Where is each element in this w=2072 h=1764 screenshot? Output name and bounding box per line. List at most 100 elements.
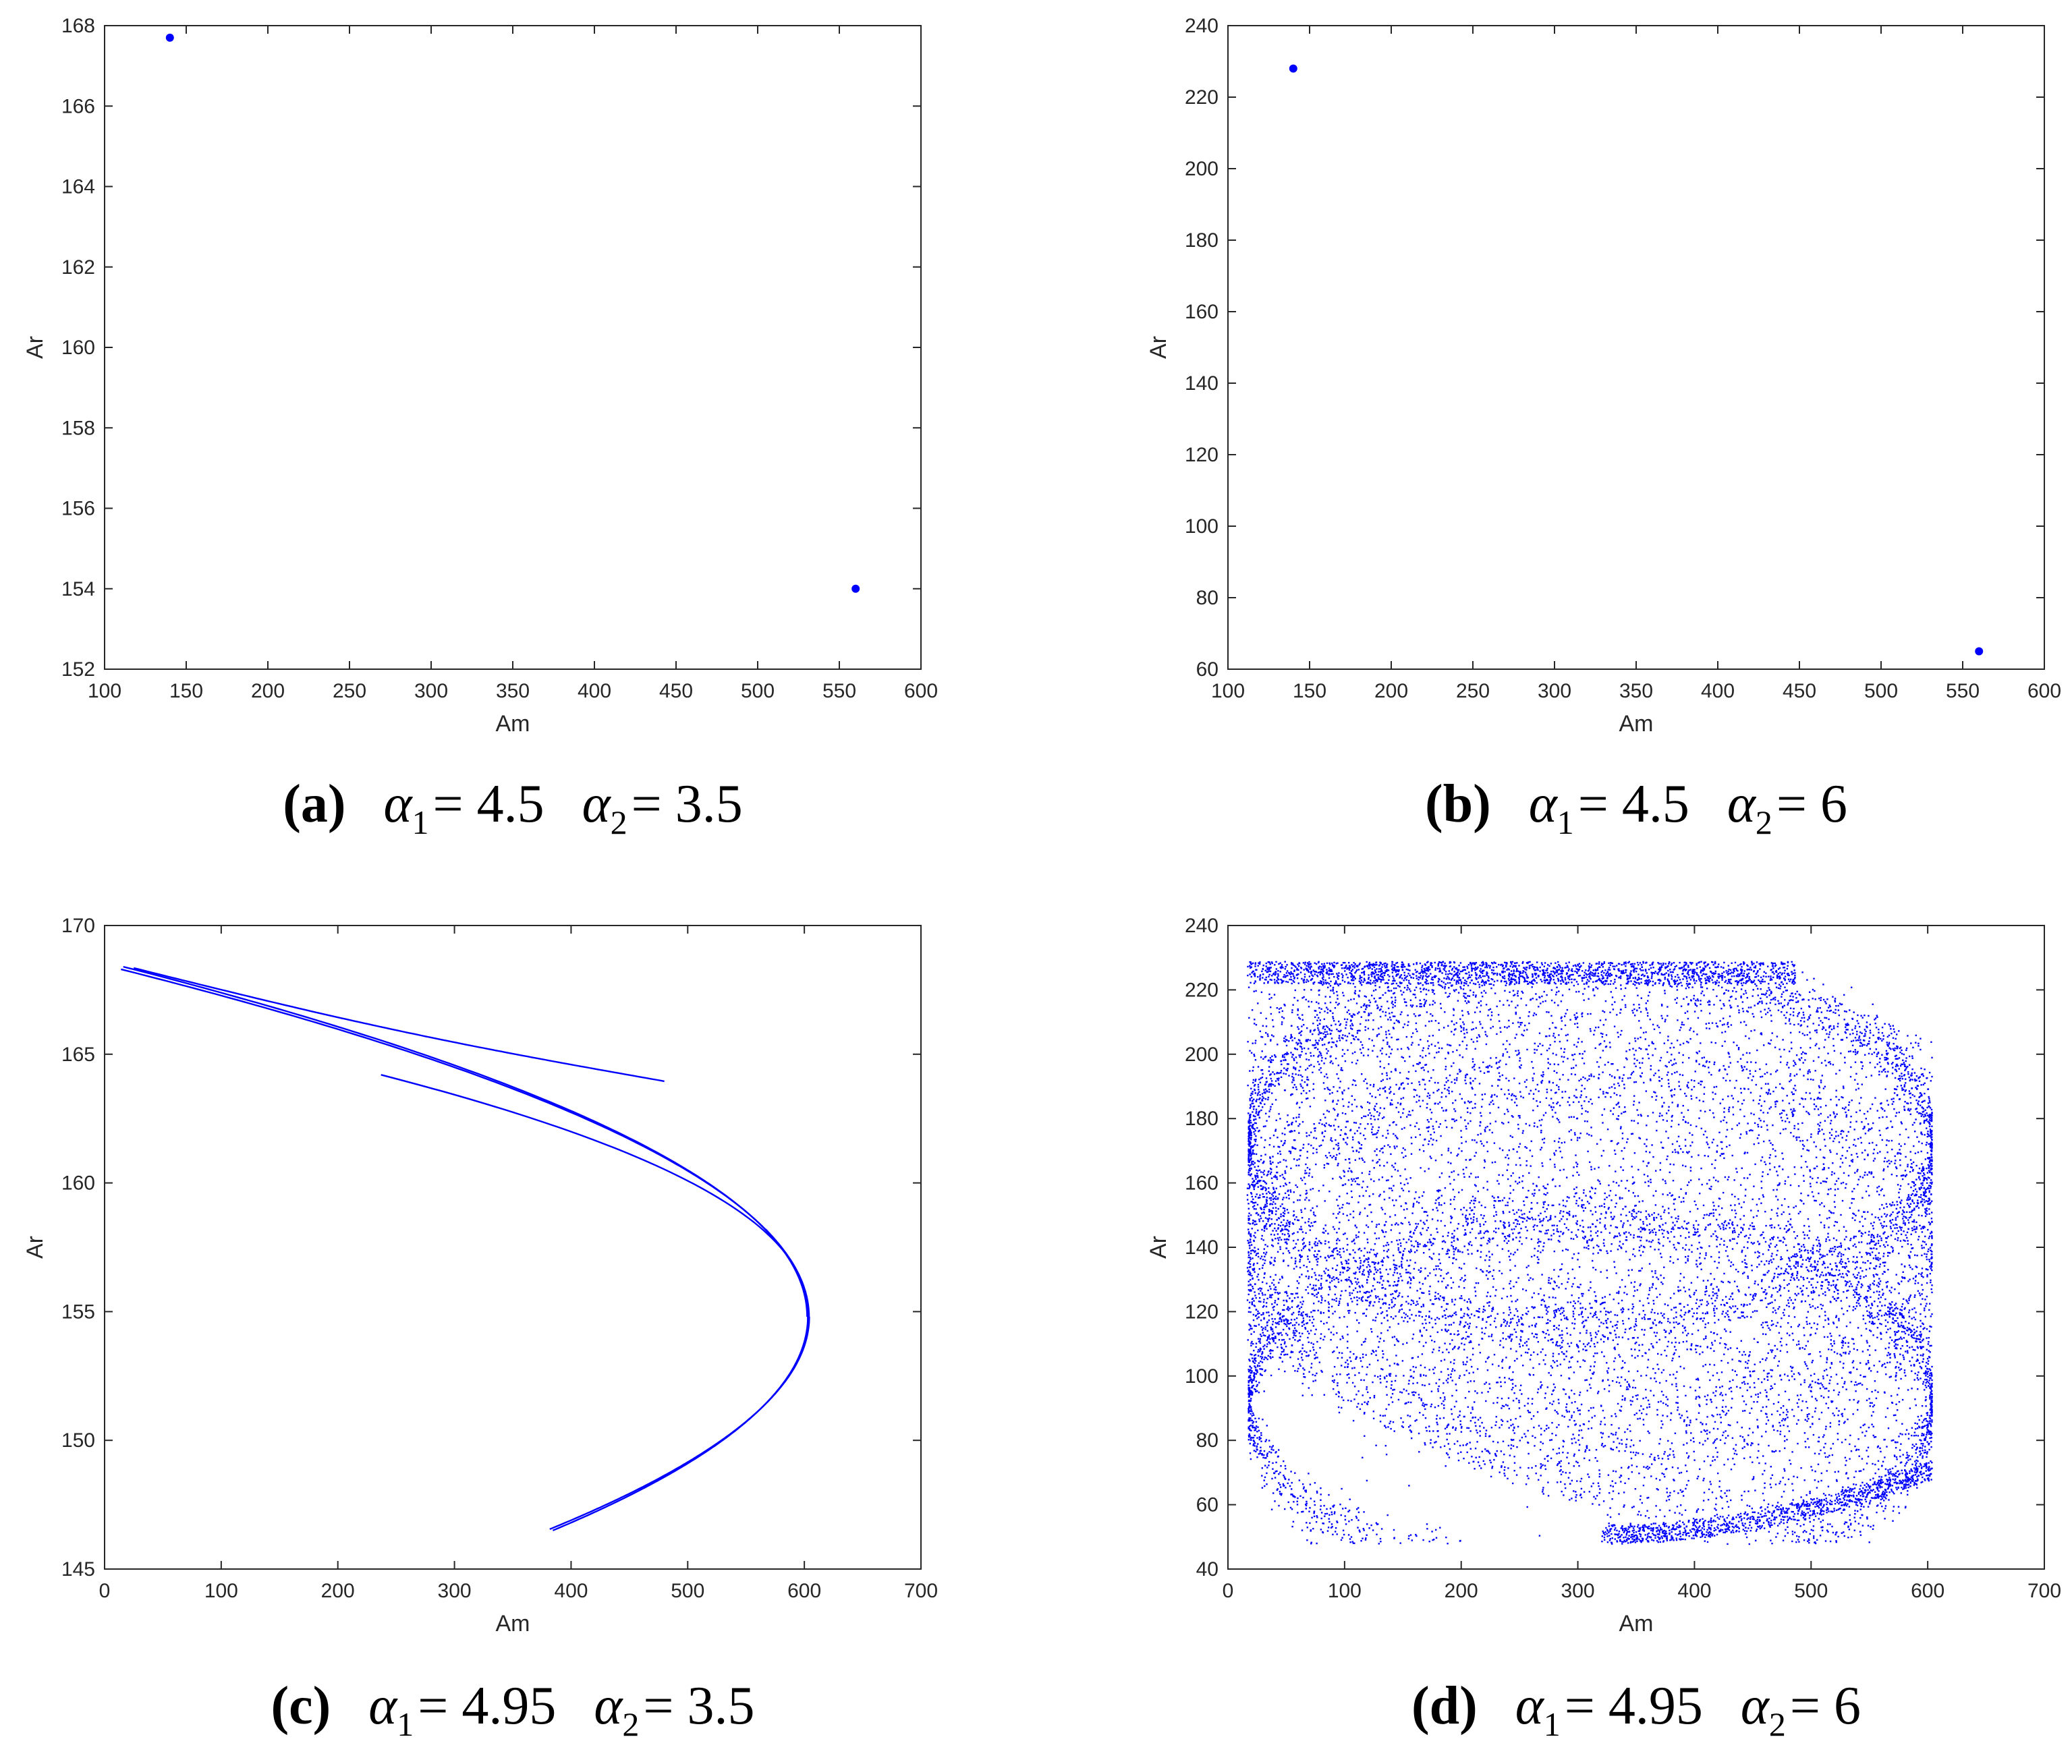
data-point [1868, 1503, 1871, 1505]
data-point [1287, 1067, 1289, 1070]
data-point [1930, 1393, 1932, 1395]
data-point [1892, 1491, 1894, 1493]
y-tick-label: 160 [61, 1172, 95, 1195]
data-point [1601, 1114, 1603, 1116]
y-tick-label: 200 [1185, 1044, 1219, 1066]
data-point [1418, 1315, 1420, 1317]
data-point [1444, 967, 1446, 969]
data-point [1762, 1231, 1764, 1233]
data-point [1858, 1293, 1860, 1296]
data-point [1857, 1498, 1859, 1500]
data-point [1895, 1065, 1897, 1068]
data-point [1607, 983, 1609, 986]
data-point [1869, 1286, 1871, 1288]
data-point [1899, 1201, 1901, 1203]
data-point [1397, 1249, 1399, 1251]
data-point [1331, 1280, 1333, 1282]
data-point [1747, 1006, 1750, 1008]
data-point [1279, 1318, 1281, 1320]
data-point [1557, 1345, 1559, 1347]
data-point [1577, 1228, 1579, 1231]
data-point [1929, 1377, 1931, 1379]
data-point [1843, 994, 1845, 996]
data-point [1658, 1321, 1660, 1324]
data-point [1447, 1253, 1449, 1255]
caption-param2-sub: 2 [1756, 803, 1772, 841]
data-point [1931, 1136, 1933, 1138]
data-point [1911, 1476, 1913, 1478]
data-point [1312, 1044, 1314, 1046]
data-point [1288, 1327, 1290, 1330]
data-point [1718, 1480, 1720, 1482]
data-point [1346, 1270, 1348, 1272]
data-point [1715, 1406, 1718, 1409]
data-point [1915, 1108, 1917, 1110]
data-point [1378, 1543, 1380, 1545]
data-point [1274, 1302, 1276, 1304]
data-point [1745, 1234, 1747, 1236]
y-tick-label: 100 [1185, 1365, 1219, 1388]
attractor-strand [121, 968, 810, 1317]
data-point [1866, 1253, 1868, 1255]
data-point [1444, 1224, 1446, 1227]
data-point [1296, 1048, 1298, 1050]
data-point [1931, 1413, 1933, 1415]
data-point [1443, 1382, 1445, 1384]
data-point [1835, 1541, 1837, 1543]
data-point [1264, 1187, 1266, 1189]
data-point [1889, 1308, 1891, 1311]
data-point [1635, 1465, 1638, 1468]
data-point [1908, 1322, 1910, 1324]
data-point [1789, 1259, 1791, 1262]
data-point [1536, 1353, 1539, 1355]
data-point [1515, 1385, 1517, 1387]
data-point [1248, 1158, 1250, 1160]
data-point [1249, 1107, 1251, 1109]
data-point [1838, 1099, 1840, 1101]
data-point [1714, 1230, 1716, 1232]
data-point [1598, 979, 1600, 981]
data-point [1776, 1290, 1779, 1293]
data-point [1888, 1043, 1890, 1045]
data-point [1463, 995, 1465, 997]
data-point [1894, 1227, 1896, 1229]
data-point [1620, 1214, 1622, 1216]
data-point [1732, 1230, 1734, 1232]
data-point [1564, 1317, 1566, 1319]
data-point [1844, 1056, 1846, 1058]
data-point [1867, 1314, 1869, 1317]
data-point [1260, 1355, 1262, 1358]
data-point [1258, 1382, 1260, 1384]
data-point [1262, 1180, 1264, 1182]
data-point [1576, 1016, 1579, 1018]
data-point [1917, 1102, 1919, 1104]
data-point [1876, 1505, 1878, 1507]
data-point [1542, 1331, 1544, 1333]
data-point [1256, 1437, 1258, 1439]
data-point [1648, 1318, 1650, 1320]
data-point [1886, 1151, 1888, 1154]
data-point [1718, 1319, 1720, 1321]
data-point [1930, 1425, 1932, 1427]
data-point [1837, 1246, 1839, 1248]
data-point [1309, 1031, 1312, 1033]
data-point [1700, 992, 1702, 994]
data-point [1442, 1212, 1444, 1214]
data-point [1460, 1308, 1462, 1310]
data-point [1331, 1041, 1333, 1044]
data-point [1366, 1279, 1368, 1281]
data-point [1828, 1027, 1830, 1029]
data-point [1252, 1444, 1254, 1446]
data-point [1561, 1342, 1563, 1344]
data-point [1251, 1370, 1253, 1372]
data-point [1426, 1528, 1428, 1530]
data-point [1301, 1239, 1304, 1241]
data-point [1459, 1093, 1461, 1096]
data-point [1314, 1040, 1317, 1042]
data-point [1892, 1062, 1894, 1064]
data-point [1928, 1385, 1930, 1387]
data-point [1640, 1405, 1642, 1407]
data-point [1872, 1334, 1874, 1336]
data-point [1930, 1131, 1933, 1133]
data-point [1387, 1514, 1389, 1516]
